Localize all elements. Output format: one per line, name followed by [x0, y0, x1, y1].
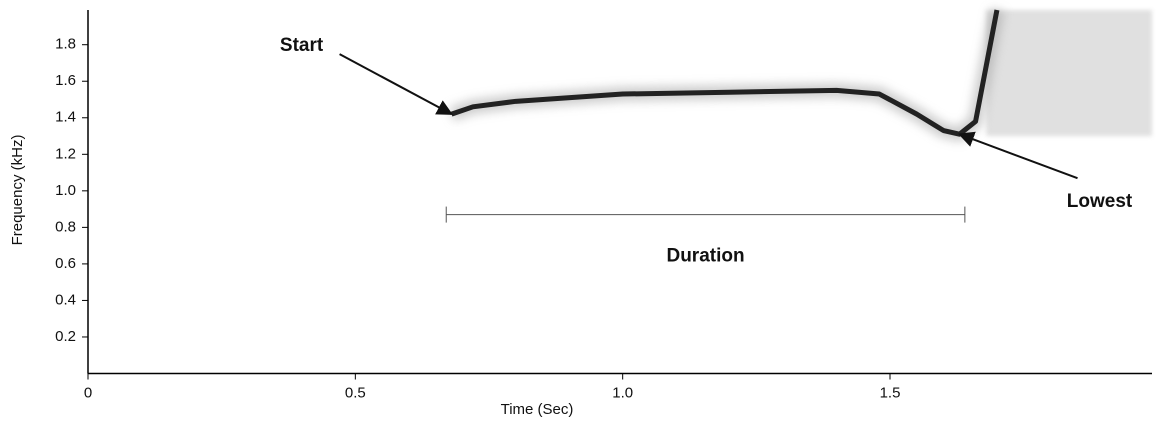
annotation-text: Start [280, 35, 324, 56]
annotation-arrow [339, 53, 453, 115]
y-tick-label: 1.2 [55, 145, 76, 162]
y-tick-label: 0.4 [55, 291, 76, 308]
y-tick-label: 1.6 [55, 72, 76, 89]
noise-region [986, 10, 1152, 137]
y-axis-label: Frequency (kHz) [9, 135, 26, 246]
x-tick-label: 0.5 [345, 384, 366, 401]
annotation-arrow [958, 131, 1078, 180]
y-tick-label: 0.6 [55, 255, 76, 272]
x-axis-label: Time (Sec) [501, 401, 574, 418]
y-tick-label: 0.8 [55, 218, 76, 235]
annotation-text: Lowest [1067, 191, 1133, 212]
y-tick-label: 1.8 [55, 36, 76, 53]
y-tick-label: 1.0 [55, 182, 76, 199]
x-tick-label: 0 [84, 384, 92, 401]
y-tick-label: 0.2 [55, 328, 76, 345]
contour-line [450, 9, 1000, 137]
x-tick-label: 1.0 [612, 384, 633, 401]
y-tick-label: 1.4 [55, 109, 76, 126]
duration-label: Duration [666, 246, 744, 267]
x-tick-label: 1.5 [880, 384, 901, 401]
